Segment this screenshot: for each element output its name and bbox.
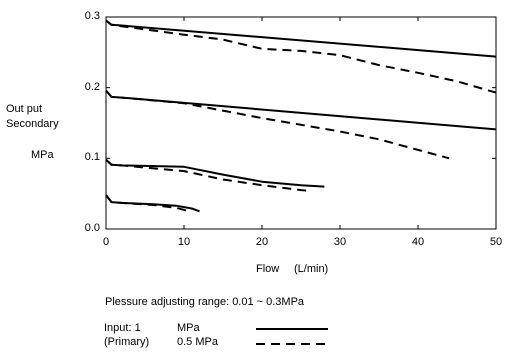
x-axis-unit: (L/min) [294, 263, 329, 275]
series-group [105, 19, 497, 213]
series-line-dashed-5 [105, 158, 309, 192]
y-tick-label: 0.0 [84, 222, 100, 234]
series-line-dashed-1 [105, 19, 497, 94]
plot-frame [105, 16, 497, 230]
y-tick-label: 0.1 [84, 151, 100, 164]
legend-primary-label: (Primary) [104, 336, 150, 348]
range-note: Plessure adjusting range: 0.01 ~ 0.3MPa [105, 296, 305, 308]
y-tick-label: 0.3 [84, 10, 100, 22]
legend-solid-label: MPa [177, 322, 200, 334]
series-line-dashed-3 [105, 89, 450, 160]
x-tick-label: 10 [177, 236, 191, 248]
legend-input-label: Input: 1 [104, 322, 141, 334]
x-tick-label: 30 [333, 236, 347, 248]
y-axis-label-line1: Out put [6, 103, 43, 115]
x-axis-label: Flow [256, 263, 280, 275]
x-tick-label: 50 [489, 236, 503, 248]
y-tick-label: 0.2 [84, 80, 100, 93]
axis-ticks [106, 17, 496, 229]
x-tick-label: 40 [411, 236, 425, 248]
legend-dashed-label: 0.5 MPa [177, 336, 218, 348]
y-axis-label-line2: Secondary [6, 118, 59, 130]
x-tick-label: 20 [255, 236, 269, 248]
series-line-dashed-7 [105, 194, 193, 213]
series-line-solid-2 [105, 89, 497, 131]
x-tick-label: 0 [102, 236, 110, 248]
y-axis-unit: MPa [31, 149, 54, 161]
series-line-solid-4 [105, 158, 325, 188]
